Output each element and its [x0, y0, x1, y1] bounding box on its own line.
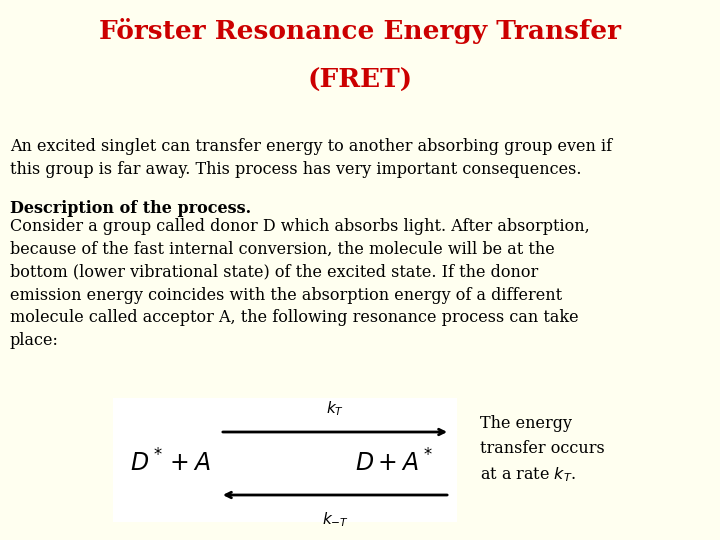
Text: An excited singlet can transfer energy to another absorbing group even if
this g: An excited singlet can transfer energy t…	[10, 138, 612, 178]
Text: The energy
transfer occurs
at a rate $k_T$.: The energy transfer occurs at a rate $k_…	[480, 415, 605, 484]
Text: $D^* + A$: $D^* + A$	[130, 449, 211, 477]
Text: Förster Resonance Energy Transfer: Förster Resonance Energy Transfer	[99, 18, 621, 44]
Text: Description of the process.: Description of the process.	[10, 200, 251, 217]
Text: (FRET): (FRET)	[307, 68, 413, 93]
FancyBboxPatch shape	[113, 398, 457, 522]
Text: $D + A^*$: $D + A^*$	[355, 449, 433, 477]
Text: Consider a group called donor D which absorbs light. After absorption,
because o: Consider a group called donor D which ab…	[10, 218, 590, 349]
Text: $k_T$: $k_T$	[326, 399, 344, 418]
Text: $k_{-T}$: $k_{-T}$	[322, 510, 348, 529]
